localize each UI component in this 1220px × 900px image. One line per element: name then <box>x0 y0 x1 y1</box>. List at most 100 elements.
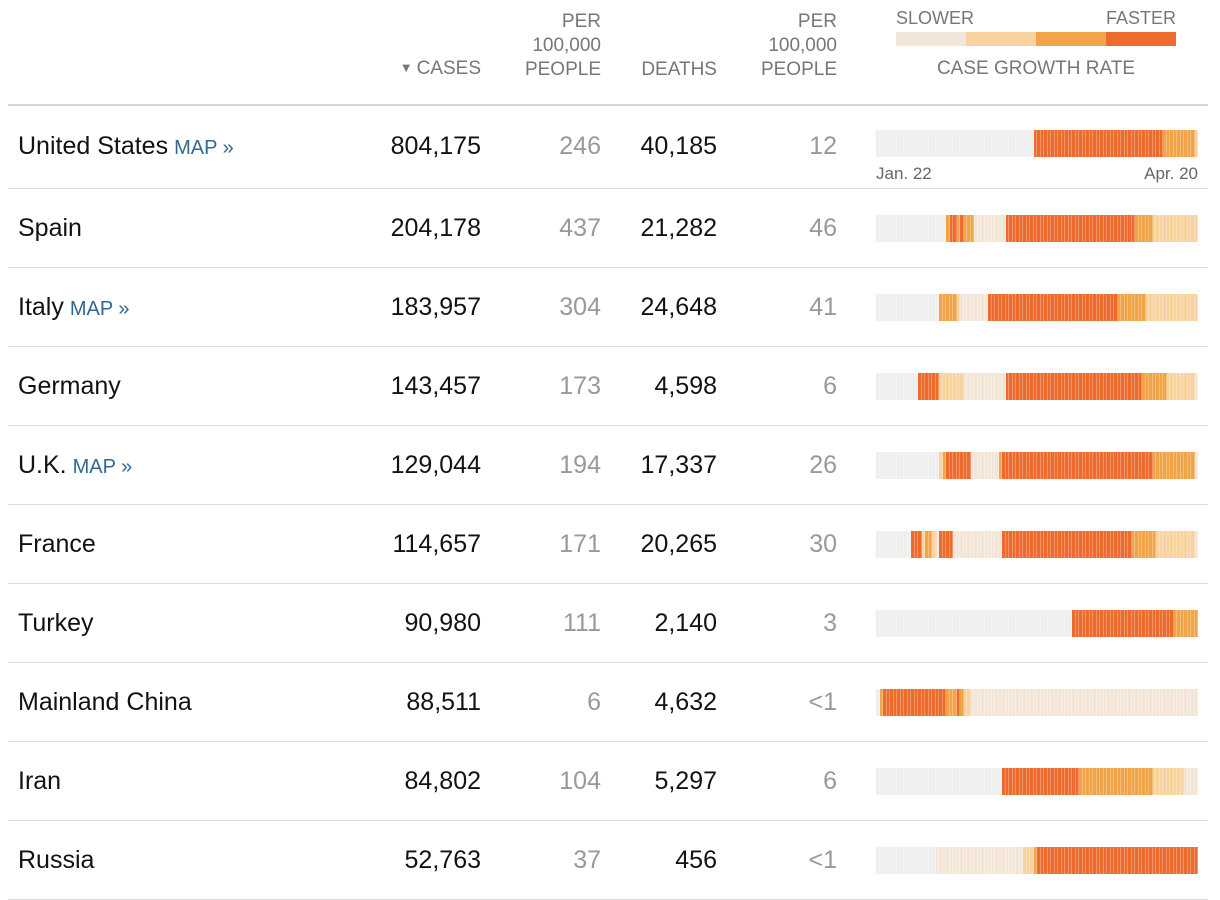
country-label: Russia <box>18 846 95 874</box>
growth-day-segment <box>1163 294 1167 321</box>
legend-faster-label: FASTER <box>1105 8 1176 28</box>
growth-day-segment <box>883 768 887 795</box>
growth-day-segment <box>970 130 974 157</box>
cases-per-100k-column-header[interactable]: PER 100,000 PEOPLE <box>525 10 601 82</box>
growth-day-segment <box>1075 215 1079 242</box>
growth-day-segment <box>1166 847 1170 874</box>
growth-day-segment <box>935 294 939 321</box>
growth-day-segment <box>1156 373 1160 400</box>
deaths-per-100k: 30 <box>809 530 837 558</box>
growth-day-segment <box>942 531 946 558</box>
growth-day-segment <box>928 215 932 242</box>
growth-day-segment <box>1023 847 1027 874</box>
growth-day-segment <box>963 689 967 716</box>
growth-rate-sparkline <box>876 531 1198 558</box>
growth-day-segment <box>883 689 887 716</box>
growth-day-segment <box>935 373 939 400</box>
growth-day-segment <box>1033 373 1037 400</box>
growth-day-segment <box>900 531 904 558</box>
growth-day-segment <box>897 768 901 795</box>
growth-day-segment <box>960 452 964 479</box>
growth-day-segment <box>1156 610 1160 637</box>
growth-day-segment <box>1033 531 1037 558</box>
growth-day-segment <box>977 130 981 157</box>
growth-day-segment <box>921 373 925 400</box>
growth-day-segment <box>1131 130 1135 157</box>
deaths-column-header[interactable]: DEATHS <box>641 58 717 82</box>
cases-count: 804,175 <box>390 132 481 160</box>
growth-day-segment <box>1093 215 1097 242</box>
growth-day-segment <box>949 215 953 242</box>
growth-day-segment <box>1040 373 1044 400</box>
growth-day-segment <box>1016 610 1020 637</box>
growth-day-segment <box>1037 215 1041 242</box>
growth-day-segment <box>925 768 929 795</box>
growth-day-segment <box>974 610 978 637</box>
growth-day-segment <box>897 689 901 716</box>
growth-day-segment <box>1012 689 1016 716</box>
growth-day-segment <box>914 847 918 874</box>
growth-day-segment <box>949 452 953 479</box>
map-link[interactable]: MAP » <box>69 298 130 320</box>
growth-day-segment <box>995 215 999 242</box>
growth-day-segment <box>1023 768 1027 795</box>
cases-header-label: CASES <box>416 58 481 79</box>
growth-day-segment <box>879 610 883 637</box>
growth-day-segment <box>1072 215 1076 242</box>
growth-day-segment <box>974 452 978 479</box>
growth-day-segment <box>981 215 985 242</box>
growth-day-segment <box>914 452 918 479</box>
growth-day-segment <box>1016 768 1020 795</box>
growth-day-segment <box>1002 452 1006 479</box>
header-line: PEOPLE <box>760 59 837 80</box>
growth-day-segment <box>1180 531 1184 558</box>
growth-day-segment <box>1107 130 1111 157</box>
growth-day-segment <box>876 294 880 321</box>
growth-day-segment <box>1002 847 1006 874</box>
growth-day-segment <box>918 689 922 716</box>
growth-day-segment <box>1117 531 1121 558</box>
growth-day-segment <box>1089 768 1093 795</box>
growth-day-segment <box>1124 452 1128 479</box>
growth-day-segment <box>1058 215 1062 242</box>
growth-day-segment <box>883 215 887 242</box>
growth-day-segment <box>1138 610 1142 637</box>
growth-day-segment <box>1184 294 1188 321</box>
growth-day-segment <box>876 215 880 242</box>
growth-day-segment <box>925 294 929 321</box>
growth-day-segment <box>1152 373 1156 400</box>
growth-day-segment <box>1054 130 1058 157</box>
growth-day-segment <box>984 452 988 479</box>
map-link[interactable]: MAP » <box>174 137 234 159</box>
map-link[interactable]: MAP » <box>72 456 133 478</box>
deaths-per-100k-column-header[interactable]: PER 100,000 PEOPLE <box>761 10 837 82</box>
growth-day-segment <box>1044 294 1048 321</box>
growth-day-segment <box>879 768 883 795</box>
table-row: Italy MAP » 183,957 304 24,648 41 <box>8 268 1208 347</box>
growth-day-segment <box>932 130 936 157</box>
cases-column-header[interactable]: ▼ CASES <box>400 57 481 82</box>
growth-day-segment <box>1131 294 1135 321</box>
growth-day-segment <box>1061 689 1065 716</box>
growth-day-segment <box>963 531 967 558</box>
growth-day-segment <box>1166 689 1170 716</box>
growth-day-segment <box>977 847 981 874</box>
growth-day-segment <box>1138 373 1142 400</box>
growth-day-segment <box>1061 215 1065 242</box>
growth-day-segment <box>1121 373 1125 400</box>
growth-day-segment <box>1191 768 1195 795</box>
growth-day-segment <box>967 847 971 874</box>
growth-day-segment <box>1110 215 1114 242</box>
growth-day-segment <box>1159 689 1163 716</box>
growth-day-segment <box>1110 531 1114 558</box>
growth-day-segment <box>1030 452 1034 479</box>
growth-day-segment <box>879 689 883 716</box>
country-name: United States MAP » <box>18 106 234 188</box>
growth-day-segment <box>1079 610 1083 637</box>
growth-day-segment <box>1065 294 1069 321</box>
growth-day-segment <box>1100 531 1104 558</box>
growth-day-segment <box>1002 610 1006 637</box>
cases-count: 84,802 <box>404 767 481 795</box>
growth-day-segment <box>897 294 901 321</box>
deaths-per-100k: 3 <box>823 609 837 637</box>
